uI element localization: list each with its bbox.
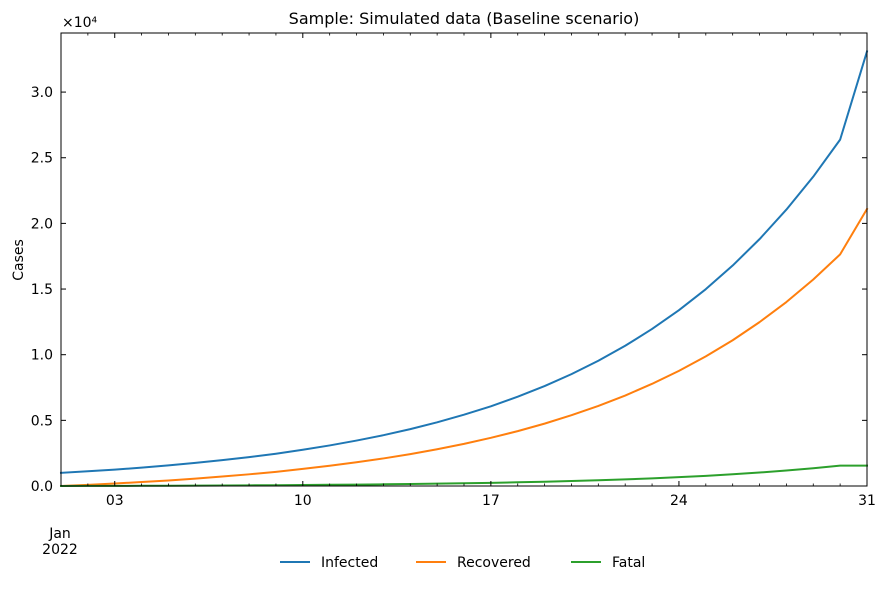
y-tick-label: 0.5 <box>31 413 53 429</box>
x-tick-label: 24 <box>670 493 688 509</box>
x-axis-ticks: 03 10 17 24 31 <box>60 33 876 509</box>
y-tick-label: 1.0 <box>31 348 53 364</box>
y-tick-label: 0.0 <box>31 479 53 495</box>
series-line-infected <box>59 50 869 474</box>
y-axis-ticks: 0.0 0.5 1.0 1.5 2.0 2.5 3.0 <box>31 85 867 495</box>
y-axis-label: Cases <box>11 239 27 281</box>
y-tick-label: 2.0 <box>31 216 53 232</box>
y-offset-text: ×10⁴ <box>62 15 98 31</box>
legend-label-recovered: Recovered <box>457 555 531 571</box>
y-tick-label: 3.0 <box>31 85 53 101</box>
x-tick-label: 03 <box>106 493 124 509</box>
x-sublabel-month: Jan <box>48 526 71 542</box>
y-tick-label: 1.5 <box>31 282 53 298</box>
legend-label-infected: Infected <box>321 555 378 571</box>
legend-label-fatal: Fatal <box>612 555 645 571</box>
x-tick-label: 17 <box>482 493 500 509</box>
x-tick-label: 10 <box>294 493 312 509</box>
x-tick-label: 31 <box>858 493 876 509</box>
series-line-recovered <box>59 207 869 488</box>
x-sublabel-year: 2022 <box>42 542 78 558</box>
y-tick-label: 2.5 <box>31 151 53 167</box>
chart-title: Sample: Simulated data (Baseline scenari… <box>289 9 640 28</box>
legend: Infected Recovered Fatal <box>280 555 645 571</box>
